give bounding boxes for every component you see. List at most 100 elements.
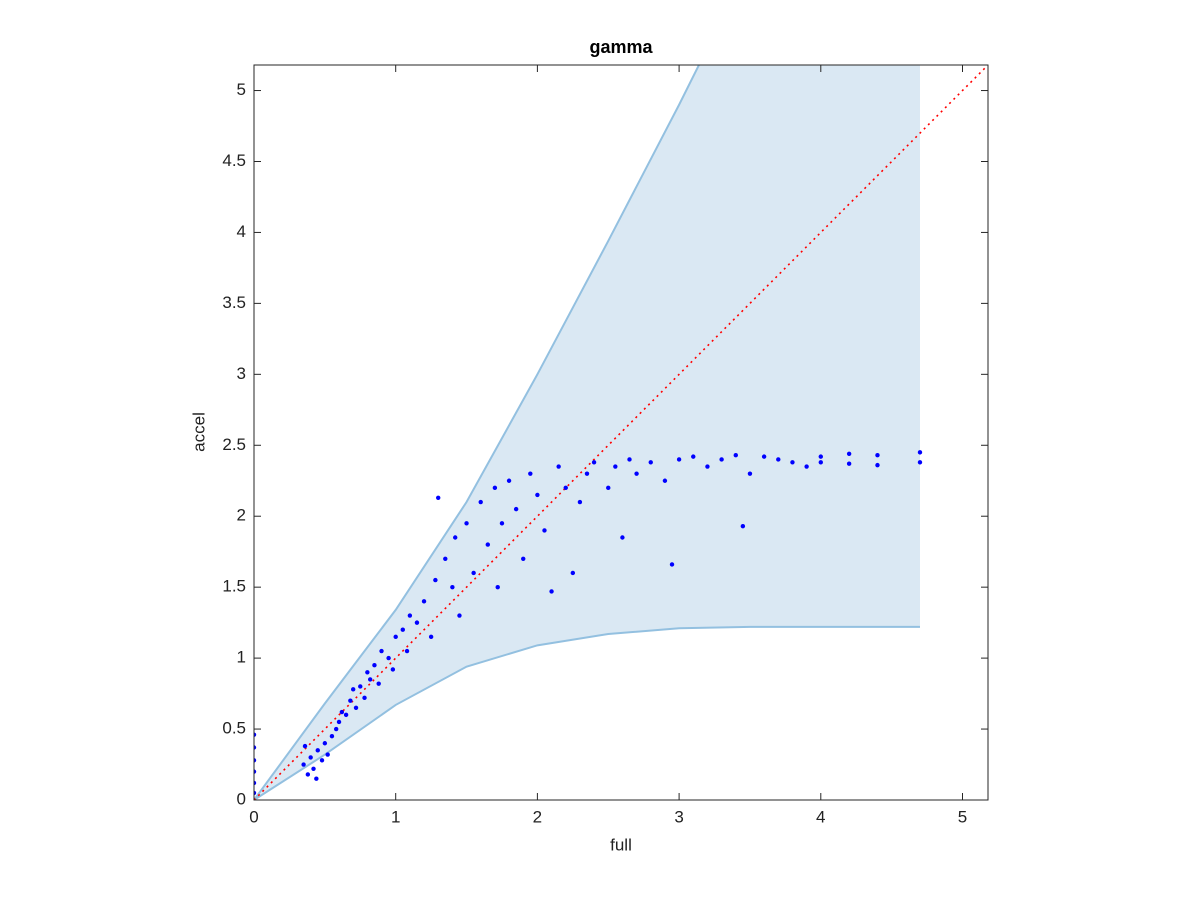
point [513,506,519,512]
x-tick-label: 2 [533,807,542,826]
y-tick-label: 5 [237,80,246,99]
point [917,460,923,465]
band-edge [254,65,701,800]
point [350,687,356,692]
point [365,670,370,675]
point [499,521,505,526]
point [457,613,462,618]
point [254,745,257,750]
point [393,634,398,640]
point [254,790,257,796]
point [319,758,325,763]
point [436,495,441,500]
point [584,471,590,476]
point [343,712,349,718]
point [591,460,597,465]
x-tick-label: 4 [816,807,825,826]
point [372,663,377,668]
y-tick-label: 3.5 [222,293,246,312]
chart-title: gamma [589,37,653,57]
point [495,584,500,590]
point [362,695,367,701]
point [421,599,427,604]
point [846,451,852,456]
point [776,457,781,462]
point [846,461,852,466]
x-tick-label: 0 [249,807,258,826]
point [443,556,448,561]
point [450,584,455,590]
y-tick-label: 1 [237,648,246,667]
point [414,620,420,625]
point [669,562,675,567]
axes-box [253,64,989,801]
point [339,709,345,715]
point [521,556,526,561]
point [662,478,668,483]
point [311,766,316,771]
point [648,460,653,465]
point [367,677,373,682]
point [301,762,306,767]
point [804,464,809,469]
point [719,457,724,462]
point [542,528,547,533]
point [620,535,625,540]
point [336,719,342,725]
point [358,684,363,689]
x-tick-label: 5 [958,807,967,826]
point [333,726,339,732]
point [400,627,405,632]
point [428,634,434,640]
point [705,464,710,469]
point [314,776,319,781]
band-area [254,65,920,800]
point [570,570,576,576]
point [535,492,540,498]
x-tick-label: 1 [391,807,400,826]
point [308,755,313,760]
plot-area [254,65,988,800]
point [254,758,257,763]
y-tick-label: 3 [237,364,246,383]
point [818,460,823,465]
y-tick-label: 4 [237,222,246,241]
point [254,780,257,786]
reference-line [254,65,988,800]
point [254,769,257,774]
point [386,655,391,661]
point [549,589,554,594]
point [390,667,396,672]
band-edge [254,625,920,800]
point [404,648,410,654]
point [433,577,438,583]
y-tick-label: 2 [237,506,246,525]
point [691,454,696,459]
point [875,453,880,458]
point [577,499,583,505]
point [613,464,618,469]
point [315,748,320,753]
x-tick-label: 3 [674,807,683,826]
point [329,733,335,739]
point [761,454,767,459]
point [471,570,476,576]
point [818,454,823,459]
y-axis-label: accel [189,412,208,452]
point [325,752,330,757]
point [747,471,753,476]
point [563,485,568,491]
point [556,464,561,469]
point [348,698,353,703]
point [478,499,483,505]
point [407,613,413,618]
point [733,453,738,458]
point [634,471,639,476]
y-tick-label: 0.5 [222,719,246,738]
point [254,732,257,737]
point [676,457,682,462]
point [492,485,498,491]
point [627,457,632,462]
point [305,772,311,777]
